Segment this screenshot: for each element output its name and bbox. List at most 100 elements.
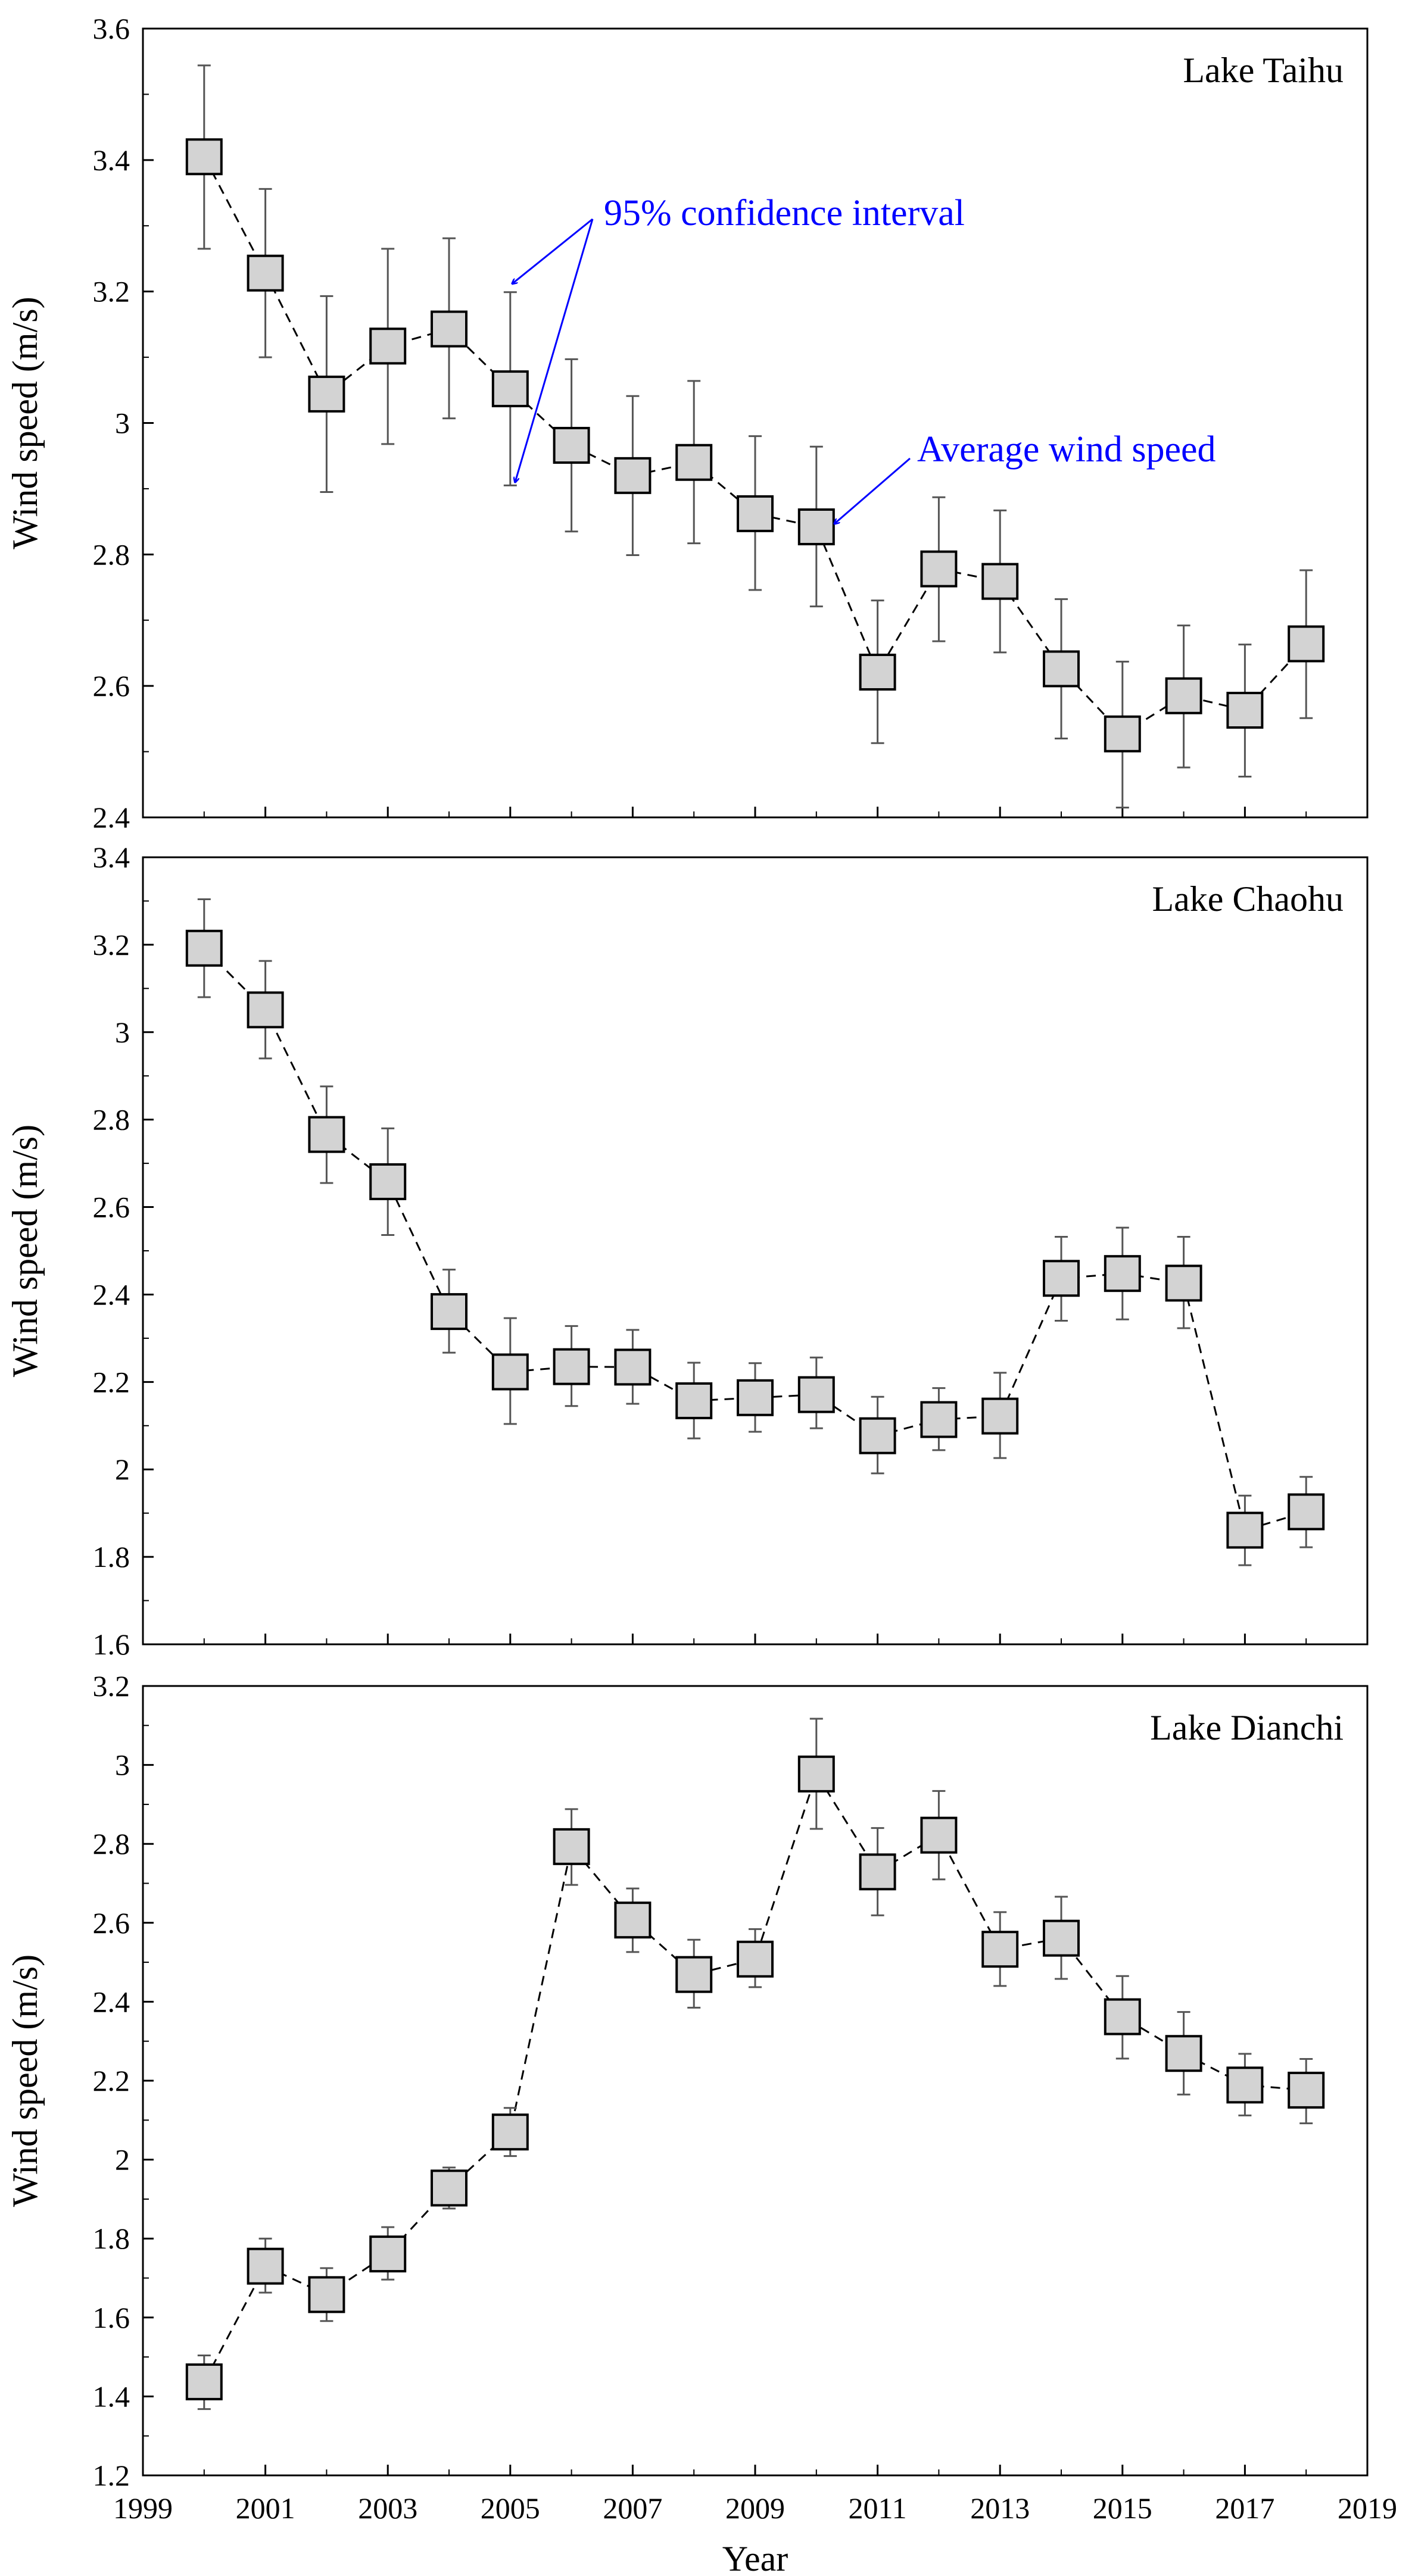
lake-chaohu-y-tick-label: 3 <box>115 1016 130 1049</box>
lake-taihu-data-marker-2010 <box>797 508 835 545</box>
lake-dianchi-data-marker-2003 <box>369 2235 407 2273</box>
x-tick-label: 2019 <box>1338 2491 1397 2525</box>
lake-chaohu-series-line <box>203 947 1307 1532</box>
lake-dianchi-data-marker-2016 <box>1165 2035 1202 2072</box>
lake-dianchi-data-marker-2011 <box>859 1853 896 1891</box>
lake-dianchi-y-tick-label: 2.6 <box>93 1906 130 1940</box>
x-tick-label: 2015 <box>1093 2491 1152 2525</box>
lake-chaohu-data-marker-2008 <box>675 1382 713 1419</box>
lake-taihu-data-marker-2012 <box>920 550 958 588</box>
lake-dianchi-y-tick-label: 2 <box>115 2143 130 2177</box>
lake-chaohu-data-marker-2015 <box>1104 1255 1141 1292</box>
lake-dianchi-data-marker-2005 <box>491 2113 529 2151</box>
lake-chaohu-data-marker-2000 <box>185 929 223 967</box>
lake-taihu-data-marker-2006 <box>553 427 590 464</box>
x-tick-label: 2009 <box>725 2491 785 2525</box>
avg-annotation-label: Average wind speed <box>917 429 1216 470</box>
lake-taihu-y-axis-title: Wind speed (m/s) <box>5 296 45 549</box>
x-tick-label: 2013 <box>970 2491 1030 2525</box>
lake-taihu-data-marker-2009 <box>737 495 774 532</box>
x-tick-label: 2003 <box>358 2491 417 2525</box>
lake-chaohu-y-tick-label: 2.4 <box>93 1278 130 1311</box>
lake-chaohu-data-marker-2014 <box>1043 1260 1080 1297</box>
lake-taihu-y-tick-label: 3.6 <box>93 12 130 45</box>
lake-dianchi-y-tick-label: 3 <box>115 1748 130 1782</box>
ci-annotation-label: 95% confidence interval <box>604 193 965 233</box>
avg-arrow <box>834 457 911 524</box>
lake-taihu-data-marker-2018 <box>1288 625 1325 663</box>
lake-dianchi-data-marker-2010 <box>797 1755 835 1793</box>
lake-taihu-data-marker-2008 <box>675 444 713 481</box>
lake-taihu-data-marker-2002 <box>308 375 345 413</box>
lake-dianchi-data-marker-2007 <box>614 1901 652 1939</box>
lake-dianchi-data-marker-2001 <box>247 2247 284 2285</box>
lake-dianchi-data-marker-2017 <box>1226 2066 1264 2104</box>
lake-taihu-data-marker-2014 <box>1043 650 1080 688</box>
lake-chaohu-y-tick-label: 2.2 <box>93 1365 130 1398</box>
lake-chaohu-data-marker-2003 <box>369 1163 407 1200</box>
lake-dianchi-data-marker-2014 <box>1043 1919 1080 1957</box>
lake-taihu-data-marker-2011 <box>859 653 896 691</box>
lake-chaohu-data-marker-2018 <box>1288 1493 1325 1531</box>
lake-dianchi-y-tick-label: 2.4 <box>93 1985 130 2018</box>
lake-dianchi-data-marker-2006 <box>553 1828 590 1865</box>
lake-chaohu-panel-title: Lake Chaohu <box>1152 879 1344 919</box>
x-axis-title: Year <box>722 2539 788 2576</box>
lake-dianchi-panel-title: Lake Dianchi <box>1150 1708 1344 1747</box>
lake-taihu-y-tick-label: 3.2 <box>93 275 130 308</box>
lake-taihu-data-marker-2015 <box>1104 715 1141 752</box>
lake-chaohu-data-marker-2010 <box>797 1376 835 1413</box>
lake-taihu-y-tick-label: 3.4 <box>93 143 130 177</box>
ci-arrow-lower <box>515 218 594 482</box>
lake-dianchi-data-marker-2015 <box>1104 1998 1141 2035</box>
lake-dianchi-y-tick-label: 1.8 <box>93 2222 130 2255</box>
lake-taihu-y-tick-label: 3 <box>115 407 130 440</box>
lake-chaohu-y-tick-label: 1.6 <box>93 1628 130 1661</box>
lake-chaohu-data-marker-2001 <box>247 991 284 1029</box>
lake-chaohu-data-marker-2017 <box>1226 1512 1264 1549</box>
lake-dianchi-y-tick-label: 1.6 <box>93 2301 130 2334</box>
lake-chaohu-data-marker-2002 <box>308 1116 345 1153</box>
lake-dianchi-data-marker-2009 <box>737 1940 774 1978</box>
lake-dianchi-y-tick-label: 2.2 <box>93 2064 130 2097</box>
lake-dianchi-y-tick-label: 2.8 <box>93 1827 130 1860</box>
annotation-layer: 95% confidence interval Average wind spe… <box>512 193 1216 524</box>
panel-lake-dianchi: 1.2 1.4 1.6 1.8 2 2.2 2.4 2.6 2.8 3 3.2 Wind speed … <box>5 1669 1369 2492</box>
lake-dianchi-data-marker-2000 <box>185 2363 223 2400</box>
chart-panels: 2.4 2.6 2.8 3 3.2 3.4 3.6 Wind speed (m/s) Lake … <box>5 12 1397 2525</box>
x-tick-label: 1999 <box>113 2491 173 2525</box>
lake-chaohu-data-marker-2012 <box>920 1401 958 1438</box>
lake-chaohu-y-tick-label: 1.8 <box>93 1540 130 1573</box>
x-tick-label: 2005 <box>481 2491 540 2525</box>
lake-taihu-data-marker-2007 <box>614 457 652 494</box>
lake-chaohu-data-marker-2007 <box>614 1348 652 1386</box>
lake-dianchi-data-marker-2018 <box>1288 2071 1325 2109</box>
lake-dianchi-data-marker-2008 <box>675 1956 713 1993</box>
lake-chaohu-y-tick-label: 2.6 <box>93 1191 130 1224</box>
lake-taihu-data-marker-2005 <box>491 370 529 408</box>
lake-dianchi-data-marker-2013 <box>981 1931 1019 1968</box>
panel-lake-taihu: 2.4 2.6 2.8 3 3.2 3.4 3.6 Wind speed (m/s) Lake … <box>5 12 1369 834</box>
lake-chaohu-y-tick-label: 3.2 <box>93 928 130 961</box>
lake-chaohu-data-marker-2005 <box>491 1353 529 1391</box>
lake-chaohu-y-tick-label: 2.8 <box>93 1103 130 1136</box>
lake-taihu-data-marker-2000 <box>185 138 223 176</box>
lake-dianchi-y-tick-label: 1.2 <box>93 2459 130 2492</box>
lake-taihu-data-marker-2001 <box>247 254 284 292</box>
x-tick-label: 2017 <box>1215 2491 1274 2525</box>
lake-taihu-data-marker-2016 <box>1165 677 1202 714</box>
lake-chaohu-data-marker-2006 <box>553 1348 590 1385</box>
lake-taihu-data-marker-2003 <box>369 327 407 365</box>
lake-chaohu-y-tick-label: 3.4 <box>93 841 130 874</box>
lake-dianchi-data-marker-2004 <box>431 2169 467 2207</box>
x-tick-label: 2011 <box>849 2491 907 2525</box>
lake-dianchi-data-marker-2012 <box>920 1816 958 1854</box>
lake-taihu-panel-title: Lake Taihu <box>1183 51 1344 90</box>
lake-chaohu-y-tick-label: 2 <box>115 1453 130 1486</box>
x-tick-label: 2007 <box>603 2491 662 2525</box>
lake-chaohu-data-marker-2009 <box>737 1379 774 1416</box>
panel-lake-chaohu: 1.6 1.8 2 2.2 2.4 2.6 2.8 3 3.2 3.4 Wind speed (m/… <box>5 841 1369 1661</box>
lake-dianchi-y-axis-title: Wind speed (m/s) <box>5 1954 45 2207</box>
lake-chaohu-data-marker-2011 <box>859 1417 896 1454</box>
lake-chaohu-y-axis-title: Wind speed (m/s) <box>5 1125 45 1377</box>
